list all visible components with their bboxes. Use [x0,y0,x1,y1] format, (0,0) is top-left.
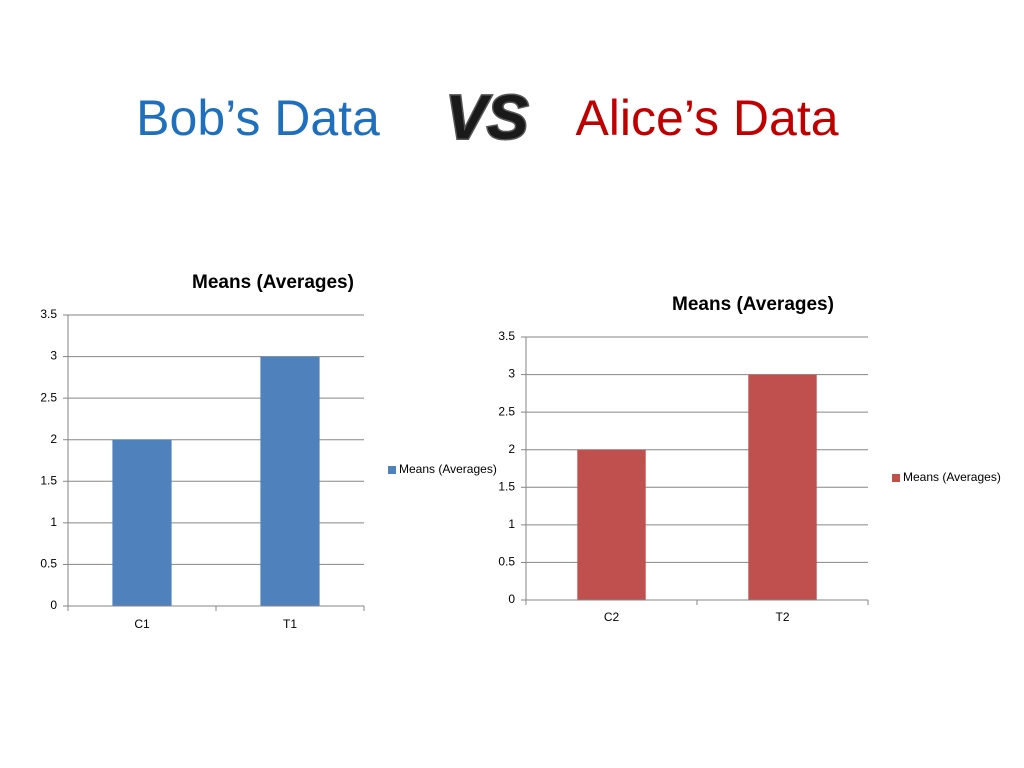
chart-title: Means (Averages) [192,272,354,293]
bar [748,374,817,600]
left-title: Bob’s Data [136,90,380,146]
y-tick-label: 2.5 [40,390,57,404]
y-tick-label: 2 [50,432,57,446]
legend-label: Means (Averages) [399,462,497,476]
y-tick-label: 3.5 [40,307,57,321]
y-tick-label: 2 [508,442,515,456]
x-tick-label: C1 [134,617,150,631]
y-tick-label: 1 [50,515,57,529]
bar [577,449,646,600]
y-tick-label: 1.5 [498,479,515,493]
chart-title: Means (Averages) [672,294,834,315]
x-tick-label: C2 [604,610,620,624]
vs-logo: VS [446,83,529,152]
y-tick-label: 1.5 [40,473,57,487]
legend-label: Means (Averages) [903,470,1001,484]
bar [260,356,320,606]
x-tick-label: T1 [283,617,297,631]
y-tick-label: 1 [508,517,515,531]
legend-swatch [892,474,900,482]
x-tick-label: T2 [775,610,789,624]
y-tick-label: 0.5 [40,557,57,571]
y-tick-label: 0.5 [498,555,515,569]
right-title: Alice’s Data [575,90,838,146]
legend-swatch [388,466,396,474]
y-tick-label: 3 [50,349,57,363]
y-tick-label: 2.5 [498,404,515,418]
bar [112,439,172,606]
y-tick-label: 0 [508,592,515,606]
y-tick-label: 3 [508,367,515,381]
y-tick-label: 0 [50,598,57,612]
y-tick-label: 3.5 [498,329,515,343]
